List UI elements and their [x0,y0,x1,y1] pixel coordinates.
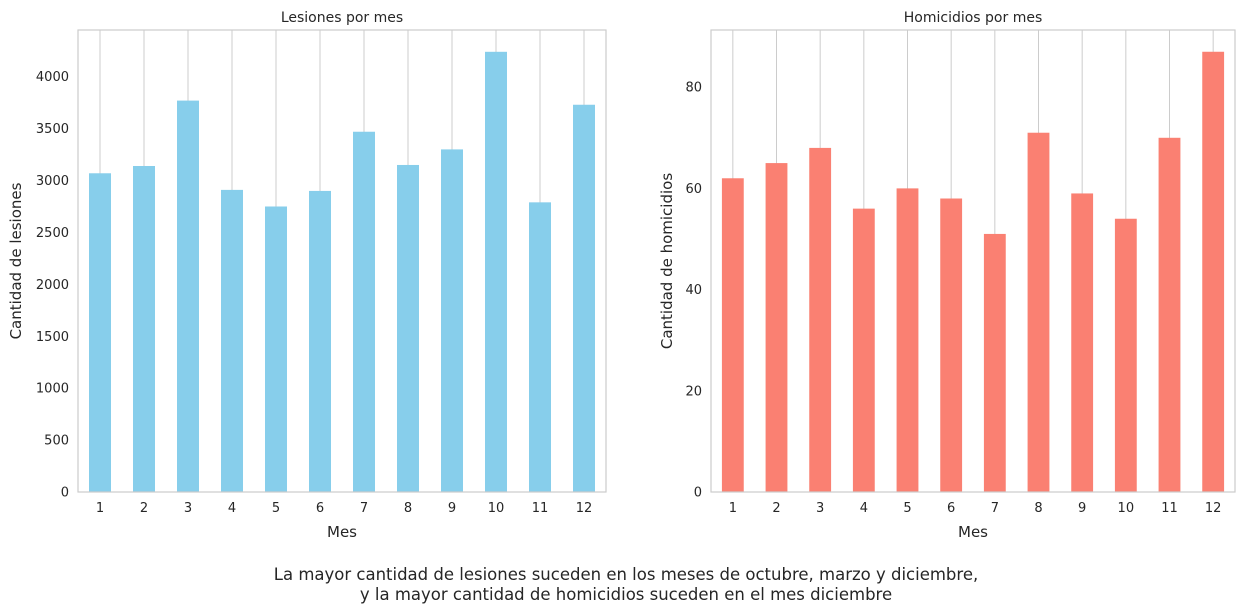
left-y-tick-label: 2500 [36,226,69,241]
left-y-tick-label: 0 [61,486,69,501]
left-y-tick-label: 1000 [36,382,69,397]
right-bar-6 [940,198,963,492]
left-bar-5 [265,206,287,492]
left-bar-8 [397,164,419,492]
right-bar-1 [721,178,744,492]
left-x-tick-label: 3 [184,501,192,516]
left-x-tick-label: 8 [404,501,412,516]
left-bar-2 [133,166,155,492]
right-bar-4 [852,208,875,492]
left-bar-1 [89,173,111,492]
right-x-tick-label: 2 [772,501,780,516]
left-x-tick-label: 7 [360,501,368,516]
left-y-tick-label: 500 [44,434,69,449]
right-y-tick-label: 80 [685,81,702,96]
caption-line-1: La mayor cantidad de lesiones suceden en… [273,565,979,584]
figure: 1 2 3 4 5 6 7 8 9 10 11 120500100015002000250030003… [7,10,1236,541]
right-x-tick-label: 6 [947,501,955,516]
left-bar-4 [221,189,243,492]
left-y-tick-label: 2000 [36,278,69,293]
left-x-tick-label: 6 [316,501,324,516]
right-y-tick-label: 0 [694,486,702,501]
right-x-tick-label: 3 [816,501,824,516]
left-bar-7 [353,131,375,492]
right-x-tick-label: 11 [1161,501,1178,516]
left-y-axis-label: Cantidad de lesiones [7,182,25,339]
left-x-tick-label: 9 [448,501,456,516]
left-bar-6 [309,190,331,493]
left-bar-10 [485,51,507,492]
right-bar-3 [809,147,832,492]
right-y-axis-label: Cantidad de homicidios [658,173,676,349]
right-bar-5 [896,188,919,492]
left-y-tick-label: 3500 [36,122,69,137]
right-y-tick-label: 60 [685,182,702,197]
right-bar-8 [1027,132,1050,492]
left-x-tick-label: 12 [576,501,593,516]
right-x-tick-label: 9 [1078,501,1086,516]
right-axes-frame [710,29,1236,493]
left-x-tick-label: 1 [96,501,104,516]
left-x-tick-label: 2 [140,501,148,516]
right-bar-2 [765,163,788,492]
right-x-tick-label: 4 [860,501,868,516]
left-y-tick-label: 3000 [36,174,69,189]
left-axes-frame [77,29,607,493]
right-x-tick-label: 10 [1118,501,1135,516]
right-bar-11 [1158,137,1181,492]
left-bar-9 [441,149,463,493]
left-y-tick-label: 1500 [36,330,69,345]
right-y-tick-label: 40 [685,283,702,298]
right-x-tick-label: 12 [1205,501,1222,516]
right-x-tick-label: 1 [729,501,737,516]
left-bar-3 [177,100,199,493]
left-x-tick-label: 10 [488,501,505,516]
right-bar-12 [1202,51,1225,493]
left-bar-12 [573,104,595,493]
right-x-tick-label: 5 [903,501,911,516]
right-x-axis-label: Mes [958,523,988,541]
right-bar-10 [1114,218,1137,492]
left-y-tick-label: 4000 [36,70,69,85]
right-bar-9 [1071,193,1094,492]
caption-line-2: y la mayor cantidad de homicidios sucede… [359,585,893,604]
left-x-tick-label: 11 [532,501,549,516]
right-bar-7 [983,233,1006,492]
left-bar-11 [529,202,551,493]
left-chart-title: Lesiones por mes [281,10,403,26]
right-x-tick-label: 8 [1034,501,1042,516]
right-y-tick-label: 20 [685,384,702,399]
left-x-tick-label: 4 [228,501,236,516]
left-x-tick-label: 5 [272,501,280,516]
right-chart-title: Homicidios por mes [904,10,1043,26]
right-x-tick-label: 7 [991,501,999,516]
left-x-axis-label: Mes [327,523,357,541]
